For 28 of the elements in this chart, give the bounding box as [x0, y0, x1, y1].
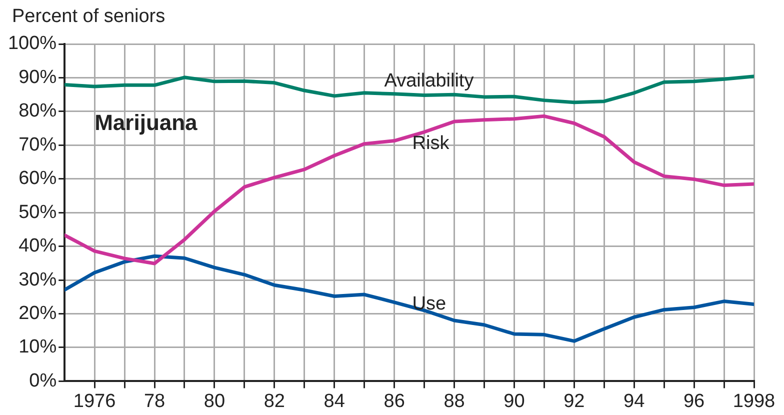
x-tick-label: 82 — [264, 390, 285, 412]
y-tick-label: 60% — [18, 168, 57, 190]
x-tick-label: 78 — [144, 390, 166, 412]
y-tick-label: 80% — [18, 100, 57, 122]
y-tick-label: 30% — [18, 269, 57, 290]
x-tick-label: 1998 — [732, 390, 776, 412]
y-tick-label: 10% — [18, 336, 57, 358]
x-tick-label: 80 — [204, 390, 226, 412]
series-label: Availability — [384, 70, 474, 92]
x-tick-label: 86 — [384, 390, 405, 412]
y-tick-label: 100% — [8, 33, 57, 54]
x-tick-label: 92 — [564, 390, 585, 412]
x-tick-label: 90 — [504, 390, 525, 412]
y-tick-label: 0% — [29, 370, 57, 392]
x-tick-label: 94 — [624, 390, 646, 412]
y-tick-label: 40% — [18, 236, 57, 257]
x-tick-label: 84 — [324, 390, 346, 412]
x-tick-label: 1976 — [73, 390, 116, 412]
x-tick-label: 96 — [683, 390, 705, 412]
y-tick-label: 90% — [18, 66, 57, 88]
y-tick-label: 50% — [18, 202, 57, 223]
y-axis-title: Percent of seniors — [12, 6, 166, 28]
series-label: Risk — [412, 132, 450, 154]
y-tick-label: 70% — [18, 134, 57, 156]
x-tick-label: 88 — [444, 390, 465, 412]
annotation: Marijuana — [94, 110, 198, 136]
series-label: Use — [412, 294, 446, 315]
y-tick-label: 20% — [18, 302, 57, 324]
